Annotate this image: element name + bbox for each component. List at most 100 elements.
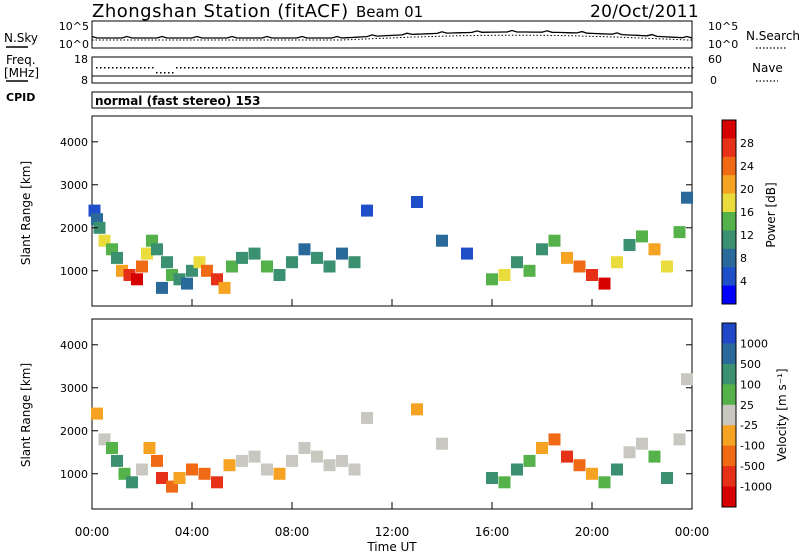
velocity-panel-cell — [156, 472, 168, 484]
velocity-panel-cell — [126, 476, 138, 489]
power-panel-cell — [131, 273, 143, 286]
freq-dot — [204, 67, 206, 69]
y-tick-label: 1000 — [60, 468, 88, 481]
power-panel-cell — [218, 281, 231, 294]
colorbar-tick-label: 8 — [740, 252, 747, 265]
freq-dot — [312, 67, 314, 69]
freq-dot — [660, 67, 662, 69]
freq-dot — [356, 67, 358, 69]
freq-dot — [620, 67, 622, 69]
freq-dot — [108, 67, 110, 69]
velocity-panel-cell — [248, 450, 261, 463]
freq-dot — [308, 67, 310, 69]
freq-dot — [428, 67, 430, 69]
x-tick-label: 00:00 — [675, 525, 710, 539]
freq-dot — [672, 67, 674, 69]
noise-strip-frame — [91, 20, 693, 49]
power-panel-cell — [161, 256, 173, 269]
freq-dot — [644, 67, 646, 69]
power-panel-cell — [636, 230, 648, 243]
freq-dot — [504, 67, 506, 69]
freq-dot — [140, 67, 142, 69]
freq-dot — [116, 67, 118, 69]
freq-dot — [528, 67, 530, 69]
colorbar-segment — [722, 425, 736, 447]
strip1-tick-top-right: 10^5 — [708, 20, 738, 33]
freq-dot — [224, 67, 226, 69]
freq-dot — [256, 67, 258, 69]
power-panel-cell — [661, 260, 673, 273]
colorbar-segment — [722, 248, 736, 268]
colorbar-segment — [722, 156, 736, 176]
power-panel-cell — [323, 260, 336, 273]
freq-dot — [440, 67, 442, 69]
velocity-panel-cell — [143, 442, 156, 454]
power-panel-cell — [156, 281, 168, 294]
power-panel-cell — [136, 260, 148, 273]
freq-dot — [476, 67, 478, 69]
freq-dot — [372, 67, 374, 69]
velocity-panel-cell — [186, 463, 198, 476]
freq-dot — [608, 67, 610, 69]
freq-dot — [444, 67, 446, 69]
freq-dot — [636, 67, 638, 69]
freq-dot — [456, 67, 458, 69]
freq-dot — [328, 67, 330, 69]
velocity-panel-cell — [411, 403, 423, 416]
freq-dot — [400, 67, 402, 69]
time-axis: 00:00 04:00 08:00 12:00 16:00 20:00 00:00 — [75, 299, 710, 539]
nave-label: Nave — [752, 61, 783, 75]
freq-dot — [128, 67, 130, 69]
colorbar-tick-label: 100 — [740, 378, 761, 391]
y-tick-label: 4000 — [60, 136, 88, 149]
power-panel-cell — [411, 196, 423, 208]
freq-dot — [652, 67, 654, 69]
freq-dot — [96, 67, 98, 69]
velocity-panel-cell — [636, 437, 648, 450]
power-panel-cell — [93, 221, 106, 234]
freq-dot — [260, 67, 262, 69]
power-panel-cell — [498, 269, 511, 281]
n-sky-trace — [91, 29, 693, 39]
velocity-panel-cell — [486, 472, 498, 484]
freq-dot — [120, 67, 122, 69]
freq-dot — [668, 67, 670, 69]
freq-dot — [596, 67, 598, 69]
y-tick-label: 2000 — [60, 222, 88, 235]
colorbar-tick-label: -1000 — [740, 481, 772, 494]
freq-dot — [556, 67, 558, 69]
power-panel-cell — [561, 251, 573, 264]
velocity-panel-cell — [623, 446, 636, 459]
velocity-cells — [91, 373, 693, 493]
power-cells — [88, 191, 693, 294]
power-panel-cell — [611, 256, 623, 269]
freq-dot — [512, 67, 514, 69]
freq-dot — [448, 67, 450, 69]
cpid-label: CPID — [6, 91, 35, 104]
freq-dot — [432, 67, 434, 69]
power-panel-cell — [461, 247, 473, 260]
colorbar-tick-label: 28 — [740, 137, 754, 150]
freq-dot — [604, 67, 606, 69]
power-panel-cell — [273, 269, 286, 281]
freq-dot — [464, 67, 466, 69]
y-tick-label: 2000 — [60, 425, 88, 438]
freq-dot — [656, 67, 658, 69]
velocity-panel-cell — [548, 433, 561, 446]
power-panel-cell — [523, 264, 536, 277]
power-panel-cell — [486, 273, 498, 286]
freq-dot — [548, 67, 550, 69]
freq-dot — [588, 67, 590, 69]
colorbar-segment — [722, 138, 736, 158]
y-tick-label: 4000 — [60, 339, 88, 352]
colorbar-tick-label: 4 — [740, 275, 747, 288]
freq-dot — [416, 67, 418, 69]
freq-dot — [384, 67, 386, 69]
freq-dots — [92, 67, 694, 77]
freq-dot — [320, 67, 322, 69]
y-tick-label: 3000 — [60, 382, 88, 395]
velocity-panel-cell — [673, 433, 686, 446]
freq-dot — [244, 67, 246, 69]
freq-dot — [124, 67, 126, 69]
